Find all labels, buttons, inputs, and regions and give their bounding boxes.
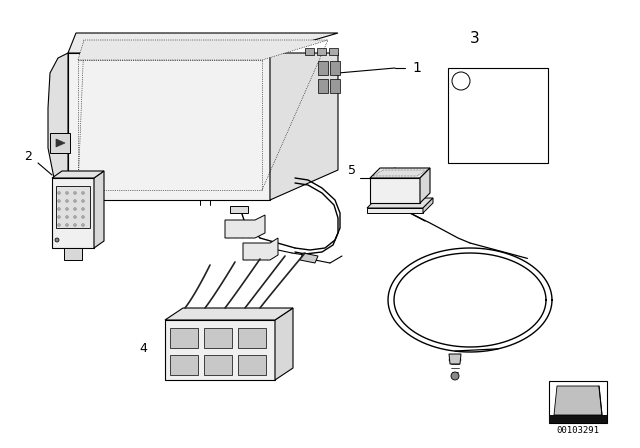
Polygon shape — [420, 168, 430, 203]
Polygon shape — [370, 168, 430, 178]
Circle shape — [81, 199, 84, 202]
Bar — [238, 328, 266, 348]
Text: 2: 2 — [24, 150, 32, 163]
Polygon shape — [370, 178, 420, 203]
Circle shape — [451, 372, 459, 380]
Bar — [317, 48, 326, 55]
Circle shape — [74, 215, 77, 219]
Circle shape — [74, 199, 77, 202]
Bar — [448, 68, 548, 163]
Polygon shape — [367, 208, 423, 213]
Polygon shape — [94, 171, 104, 248]
Circle shape — [65, 215, 68, 219]
Circle shape — [65, 199, 68, 202]
Bar — [549, 381, 607, 423]
Polygon shape — [68, 33, 338, 53]
Circle shape — [74, 191, 77, 194]
Circle shape — [58, 224, 61, 227]
Circle shape — [65, 224, 68, 227]
Bar — [56, 186, 90, 228]
Bar — [204, 355, 232, 375]
Bar — [318, 79, 328, 93]
Bar — [329, 48, 338, 55]
Polygon shape — [50, 133, 70, 153]
Text: 3: 3 — [470, 30, 480, 46]
Polygon shape — [52, 171, 104, 178]
Circle shape — [81, 207, 84, 211]
Polygon shape — [52, 178, 94, 248]
Circle shape — [65, 207, 68, 211]
Bar — [318, 61, 328, 75]
Circle shape — [74, 224, 77, 227]
Polygon shape — [300, 253, 318, 263]
Bar — [305, 48, 314, 55]
Circle shape — [452, 72, 470, 90]
Text: 00103291: 00103291 — [557, 426, 600, 435]
Polygon shape — [275, 308, 293, 380]
Circle shape — [81, 224, 84, 227]
Text: 5: 5 — [348, 164, 356, 177]
Polygon shape — [270, 53, 338, 200]
Polygon shape — [554, 386, 602, 415]
Polygon shape — [165, 320, 275, 380]
Circle shape — [58, 215, 61, 219]
Circle shape — [58, 199, 61, 202]
Bar — [170, 328, 198, 348]
Bar — [330, 79, 340, 93]
Bar — [204, 328, 232, 348]
Polygon shape — [48, 53, 68, 200]
Circle shape — [58, 207, 61, 211]
Bar — [238, 355, 266, 375]
Polygon shape — [449, 354, 461, 364]
Polygon shape — [230, 206, 248, 213]
Circle shape — [74, 207, 77, 211]
Polygon shape — [165, 308, 293, 320]
Circle shape — [65, 191, 68, 194]
Polygon shape — [68, 53, 270, 200]
Bar — [170, 355, 198, 375]
Polygon shape — [367, 198, 433, 208]
Circle shape — [55, 238, 59, 242]
Bar — [330, 61, 340, 75]
Bar — [549, 415, 607, 423]
Polygon shape — [56, 139, 65, 147]
Text: 1: 1 — [412, 61, 421, 75]
Circle shape — [81, 215, 84, 219]
Polygon shape — [423, 198, 433, 213]
Polygon shape — [78, 40, 328, 60]
Polygon shape — [243, 238, 278, 260]
Polygon shape — [225, 215, 265, 238]
Bar — [64, 248, 82, 260]
Text: 4: 4 — [139, 341, 147, 354]
Circle shape — [81, 191, 84, 194]
Polygon shape — [373, 170, 427, 176]
Circle shape — [58, 191, 61, 194]
